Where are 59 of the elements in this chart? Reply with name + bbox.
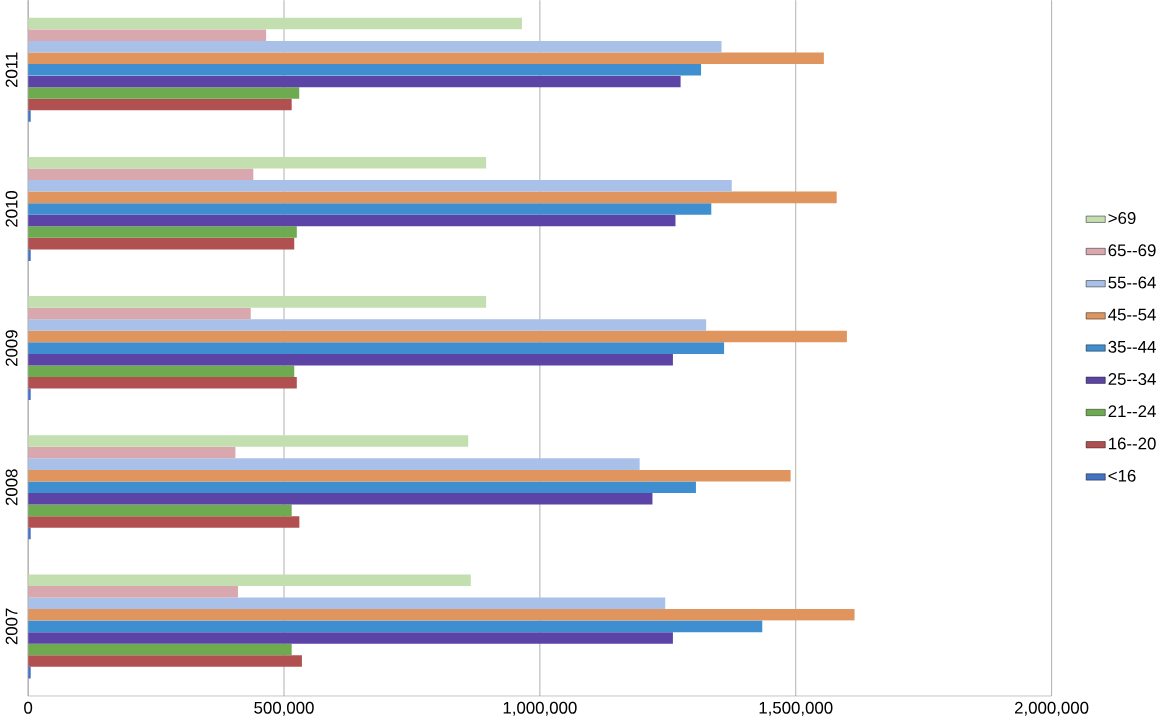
bar (28, 481, 696, 493)
bar (28, 17, 522, 30)
bar (28, 52, 824, 64)
bar (28, 365, 295, 377)
bar (28, 353, 673, 366)
bar (28, 469, 791, 482)
bar (28, 376, 297, 389)
bar (28, 446, 236, 459)
legend-label: 21--24 (1108, 405, 1156, 417)
legend-label: 35--44 (1108, 340, 1156, 353)
legend-label: >69 (1108, 211, 1136, 224)
legend-label: 16--20 (1109, 437, 1156, 450)
bar (28, 608, 855, 621)
bar (28, 492, 653, 505)
legend-label: 25--34 (1108, 372, 1156, 385)
y-tick-label: 2011 (5, 52, 18, 87)
bar (28, 307, 251, 320)
bar (28, 330, 847, 343)
x-tick-label: 1,000,000 (503, 701, 577, 716)
bar (28, 226, 297, 238)
bar (28, 29, 267, 41)
x-tick-label: 0 (24, 701, 33, 714)
y-tick-label: 2009 (5, 330, 18, 366)
bar (28, 585, 238, 598)
y-tick-label: 2010 (5, 190, 18, 227)
y-tick-label: 2008 (5, 469, 18, 505)
legend-label: 45--54 (1108, 308, 1156, 321)
bar (28, 504, 292, 516)
y-tick-label: 2007 (5, 608, 18, 645)
bar (28, 40, 722, 53)
x-tick-label: 1,500,000 (759, 701, 833, 716)
bar (28, 98, 292, 111)
bar (28, 214, 676, 227)
bar (28, 63, 702, 76)
bar (28, 515, 300, 528)
bar (28, 237, 295, 250)
bar (28, 597, 666, 609)
bar (28, 203, 712, 215)
bar (28, 86, 300, 99)
bar (28, 435, 469, 447)
bar (28, 574, 471, 586)
bar (28, 342, 725, 354)
bar (28, 156, 487, 169)
x-tick-label: 2,000,000 (1015, 701, 1089, 716)
bar (28, 655, 302, 667)
bar (28, 458, 640, 470)
bar (28, 295, 487, 308)
bar (28, 191, 837, 204)
bar (28, 632, 673, 644)
legend-label: 65--69 (1108, 244, 1156, 257)
bar (28, 168, 254, 180)
legend-label: <16 (1108, 469, 1136, 482)
bar (28, 643, 292, 656)
bar (28, 179, 732, 192)
bar (28, 620, 763, 633)
x-tick-label: 500,000 (254, 701, 314, 716)
legend-label: 55--64 (1108, 276, 1156, 289)
bar (28, 75, 681, 87)
bar (28, 319, 707, 331)
